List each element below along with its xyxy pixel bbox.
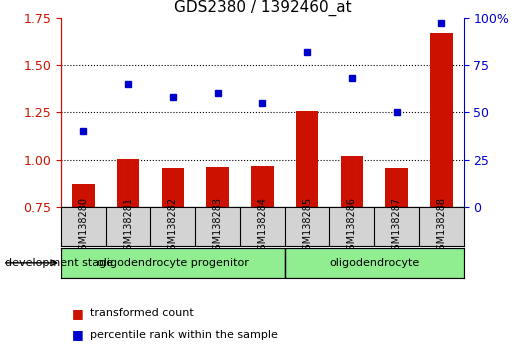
Text: GSM138280: GSM138280 [78,197,89,256]
Bar [285,248,464,278]
Text: oligodendrocyte: oligodendrocyte [329,258,419,268]
Bar [341,155,363,349]
Text: GSM138281: GSM138281 [123,197,133,256]
Bar [72,184,94,349]
Bar [61,248,285,278]
Bar [385,168,408,349]
Text: oligodendrocyte progenitor: oligodendrocyte progenitor [97,258,249,268]
Bar [162,168,184,349]
Text: ■: ■ [72,307,83,320]
Text: ■: ■ [72,328,83,341]
Bar [430,33,453,349]
Text: GSM138285: GSM138285 [302,197,312,256]
Title: GDS2380 / 1392460_at: GDS2380 / 1392460_at [173,0,351,16]
Bar [206,167,229,349]
Text: development stage: development stage [5,258,113,268]
Text: GSM138287: GSM138287 [392,197,402,256]
Bar [117,159,139,349]
Bar [296,110,319,349]
Text: transformed count: transformed count [90,308,194,318]
Bar [251,166,273,349]
Text: GSM138286: GSM138286 [347,197,357,256]
Text: GSM138282: GSM138282 [168,197,178,256]
Text: GSM138283: GSM138283 [213,197,223,256]
Text: percentile rank within the sample: percentile rank within the sample [90,330,278,339]
Text: GSM138288: GSM138288 [436,197,446,256]
Text: GSM138284: GSM138284 [258,197,267,256]
